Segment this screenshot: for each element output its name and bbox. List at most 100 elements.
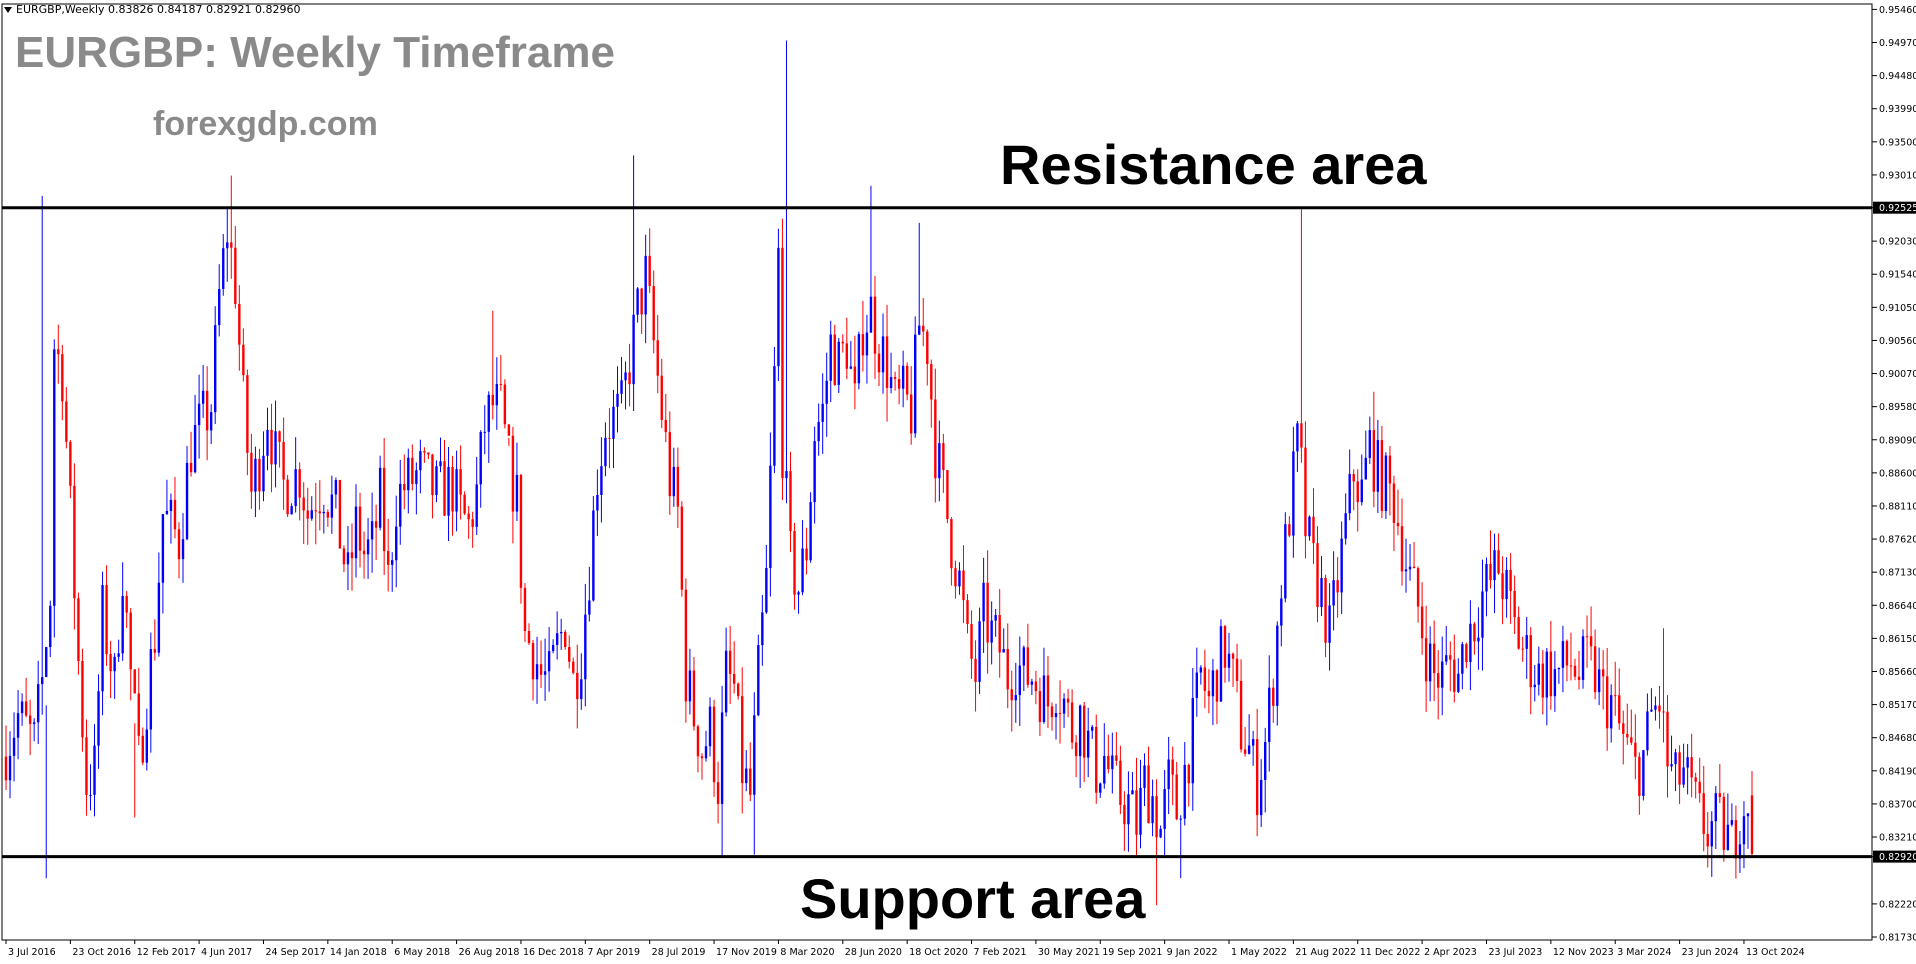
candle-body — [97, 691, 100, 746]
candle-body — [93, 745, 96, 795]
candle-body — [499, 383, 503, 385]
candle — [1597, 647, 1601, 706]
candle-body — [161, 514, 165, 583]
candle-body — [990, 620, 993, 643]
candle — [1268, 655, 1271, 772]
candle-body — [1605, 676, 1609, 729]
y-tick-label: 0.88600 — [1879, 468, 1916, 479]
candle — [93, 724, 96, 817]
candle — [1095, 714, 1098, 804]
candle-body — [475, 484, 478, 527]
candle — [487, 391, 490, 463]
candle — [1408, 544, 1412, 581]
candle — [298, 462, 301, 521]
candle — [459, 445, 462, 520]
candle-body — [1746, 813, 1750, 817]
candle-body — [797, 592, 800, 595]
candle-body — [1006, 649, 1009, 690]
candle-body — [1356, 481, 1359, 503]
candle-body — [837, 341, 840, 385]
candle — [1638, 752, 1641, 815]
candle-body — [1002, 649, 1005, 653]
candle-body — [1163, 789, 1166, 829]
candle-body — [1549, 651, 1553, 697]
price-axis[interactable]: 0.95460 0.94970 0.94480 0.93990 0.93500 0.930… — [1872, 5, 1916, 944]
candle-body — [238, 303, 241, 345]
candle — [668, 411, 672, 515]
candle-body — [1179, 818, 1182, 820]
candle — [1243, 727, 1247, 757]
candle-body — [213, 325, 217, 413]
candle — [511, 426, 515, 544]
candle-body — [1030, 681, 1034, 685]
candle-body — [105, 585, 108, 655]
candle-body — [1308, 516, 1311, 537]
time-axis[interactable]: 3 Jul 2016 23 Oct 2016 12 Feb 2017 4 Jun 20… — [5, 940, 1805, 958]
candle-body — [1086, 730, 1090, 758]
candle — [914, 316, 917, 438]
candle — [648, 228, 651, 294]
candle — [439, 437, 442, 473]
candle-body — [1268, 687, 1271, 742]
candle-body — [1581, 636, 1585, 680]
candle-body — [49, 605, 52, 648]
candle-body — [1593, 646, 1597, 693]
candle — [1251, 730, 1255, 766]
candle — [1034, 670, 1038, 705]
candle-body — [1521, 648, 1524, 650]
candle — [950, 517, 953, 586]
candle — [1626, 703, 1629, 745]
candle — [1517, 606, 1520, 650]
candle — [1207, 669, 1211, 714]
candle — [1199, 665, 1203, 685]
candle-body — [1497, 550, 1500, 574]
candle-body — [1569, 665, 1573, 667]
candle — [1239, 659, 1243, 753]
candle — [1082, 701, 1086, 782]
candle — [286, 474, 289, 517]
candle — [1690, 733, 1693, 798]
candle — [865, 314, 869, 384]
candle-body — [407, 457, 410, 491]
candle — [805, 527, 808, 575]
candle — [966, 594, 969, 634]
dropdown-triangle-icon[interactable] — [4, 7, 12, 13]
candle-body — [1167, 759, 1170, 790]
candle — [1058, 680, 1062, 744]
candle — [700, 753, 704, 780]
candle-body — [624, 372, 627, 381]
candle-body — [145, 729, 149, 763]
candle-body — [962, 570, 965, 601]
candle — [1231, 652, 1235, 687]
x-tick-label: 21 Aug 2022 — [1295, 947, 1356, 958]
candle-body — [1127, 794, 1130, 825]
candle — [1223, 624, 1227, 683]
candle-body — [41, 677, 44, 685]
candle — [1577, 650, 1581, 690]
candle-body — [1553, 669, 1557, 697]
candle — [1698, 757, 1701, 803]
candle — [218, 264, 221, 337]
candle-body — [366, 539, 370, 555]
candle-body — [942, 443, 945, 471]
candle-body — [274, 431, 277, 465]
candle — [1734, 805, 1738, 879]
candle-body — [1408, 566, 1412, 570]
candle-body — [209, 412, 213, 431]
candle — [1646, 693, 1649, 756]
candle — [326, 509, 330, 527]
candle-body — [1223, 626, 1227, 668]
candle-body — [459, 469, 462, 495]
candle-body — [431, 454, 434, 496]
candle — [258, 448, 261, 510]
candle — [1111, 732, 1114, 794]
candle — [982, 557, 985, 653]
y-tick-label: 0.89580 — [1879, 402, 1916, 413]
candle — [1746, 813, 1750, 849]
candle-body — [205, 390, 209, 431]
x-tick-label: 30 May 2021 — [1038, 947, 1100, 958]
candle-body — [1392, 483, 1396, 523]
candle — [1694, 772, 1697, 799]
candle-body — [712, 706, 716, 783]
